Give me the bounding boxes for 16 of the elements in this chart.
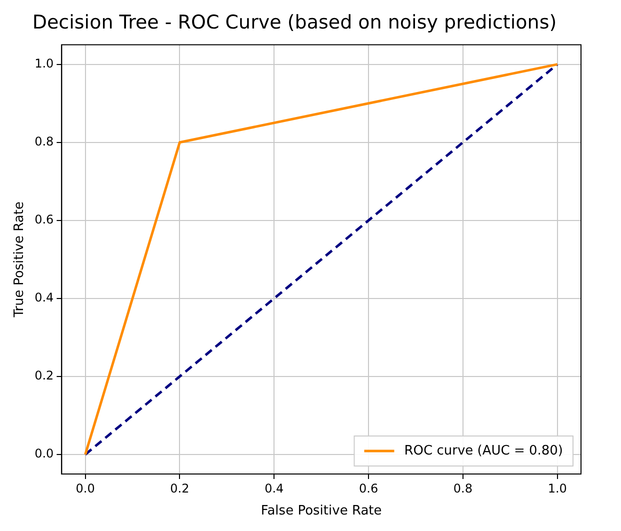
y-tick-label: 0.4 xyxy=(34,290,54,305)
y-axis-title: True Positive Rate xyxy=(12,201,28,318)
chart-title: Decision Tree - ROC Curve (based on noisy predictions) xyxy=(32,11,557,34)
x-axis-title: False Positive Rate xyxy=(260,504,382,519)
x-tick-label: 0.6 xyxy=(359,481,378,496)
legend-label: ROC curve (AUC = 0.80) xyxy=(404,443,564,458)
y-tick-label: 0.2 xyxy=(34,368,54,383)
x-tick-label: 0.4 xyxy=(264,481,284,496)
y-tick-label: 0.6 xyxy=(34,212,54,227)
x-tick-label: 1.0 xyxy=(548,481,567,496)
y-tick-label: 0.8 xyxy=(34,134,54,148)
y-tick-label: 1.0 xyxy=(34,56,54,70)
x-tick-label: 0.0 xyxy=(76,481,95,496)
x-tick-label: 0.2 xyxy=(170,481,190,496)
y-tick-label: 0.0 xyxy=(34,446,54,461)
x-tick-label: 0.8 xyxy=(453,481,473,496)
